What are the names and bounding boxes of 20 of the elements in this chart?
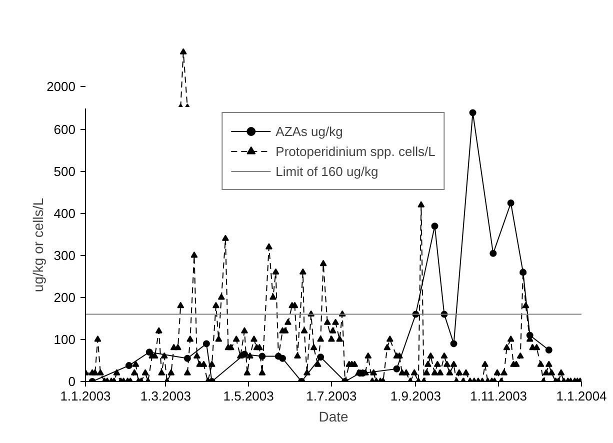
legend-label: Protoperidinium spp. cells/L xyxy=(276,143,436,159)
x-tick-label: 1.9.2003 xyxy=(390,388,442,404)
y-tick-label: 400 xyxy=(54,206,76,221)
y-tick-label: 300 xyxy=(54,248,76,263)
text: 2000 xyxy=(46,78,76,94)
x-axis-title: Date xyxy=(318,408,348,424)
y-tick-label: 100 xyxy=(54,332,76,347)
legend-label: Limit of 160 ug/kg xyxy=(276,163,378,179)
y-tick-label: 200 xyxy=(54,290,76,305)
x-tick-label: 1.7.2003 xyxy=(306,388,357,404)
x-tick-label: 1.1.2003 xyxy=(60,388,111,404)
x-tick-label: 1.5.2003 xyxy=(223,388,274,404)
x-tick-label: 1.1.2004 xyxy=(556,388,607,404)
y-axis-title: ug/kg or cells/L xyxy=(30,198,46,292)
x-tick-label: 1.3.2003 xyxy=(140,388,191,404)
legend-label: AZAs ug/kg xyxy=(276,123,343,139)
x-tick-label: 1.11.2003 xyxy=(470,388,528,404)
y-tick-label: 500 xyxy=(54,164,76,179)
y-tick-label: 0 xyxy=(68,374,76,389)
y-tick-label: 600 xyxy=(54,122,76,137)
